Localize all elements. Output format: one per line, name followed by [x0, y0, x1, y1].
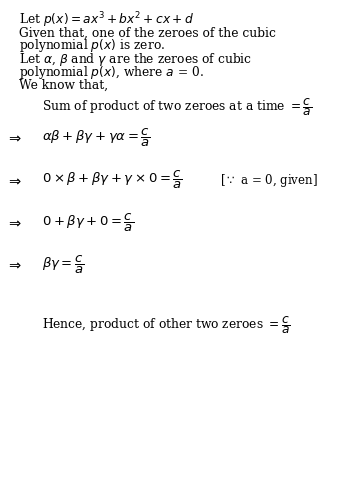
Text: $\Rightarrow$: $\Rightarrow$ [6, 216, 23, 230]
Text: Sum of product of two zeroes at a time $=\dfrac{c}{a}$: Sum of product of two zeroes at a time $… [42, 97, 312, 119]
Text: polynomial $p(x)$ is zero.: polynomial $p(x)$ is zero. [19, 37, 165, 54]
Text: $0 + \beta\gamma + 0 = \dfrac{c}{a}$: $0 + \beta\gamma + 0 = \dfrac{c}{a}$ [42, 212, 134, 234]
Text: $0 \times \beta + \beta\gamma + \gamma \times 0 = \dfrac{c}{a}$: $0 \times \beta + \beta\gamma + \gamma \… [42, 169, 183, 191]
Text: Given that, one of the zeroes of the cubic: Given that, one of the zeroes of the cub… [19, 27, 276, 40]
Text: We know that,: We know that, [19, 79, 108, 92]
Text: $\beta\gamma = \dfrac{c}{a}$: $\beta\gamma = \dfrac{c}{a}$ [42, 254, 84, 276]
Text: $\Rightarrow$: $\Rightarrow$ [6, 173, 23, 187]
Text: Let $p(x) = ax^3 + bx^2 + cx + d$: Let $p(x) = ax^3 + bx^2 + cx + d$ [19, 10, 194, 30]
Text: [$\because$ a = 0, given]: [$\because$ a = 0, given] [220, 172, 318, 189]
Text: $\alpha\beta + \beta\gamma + \gamma\alpha = \dfrac{c}{a}$: $\alpha\beta + \beta\gamma + \gamma\alph… [42, 127, 151, 149]
Text: Hence, product of other two zeroes $= \dfrac{c}{a}$: Hence, product of other two zeroes $= \d… [42, 314, 290, 336]
Text: $\Rightarrow$: $\Rightarrow$ [6, 131, 23, 145]
Text: $\Rightarrow$: $\Rightarrow$ [6, 258, 23, 272]
Text: Let $\alpha$, $\beta$ and $\gamma$ are the zeroes of cubic: Let $\alpha$, $\beta$ and $\gamma$ are t… [19, 51, 252, 68]
Text: polynomial $p(x)$, where $a$ = 0.: polynomial $p(x)$, where $a$ = 0. [19, 64, 204, 81]
